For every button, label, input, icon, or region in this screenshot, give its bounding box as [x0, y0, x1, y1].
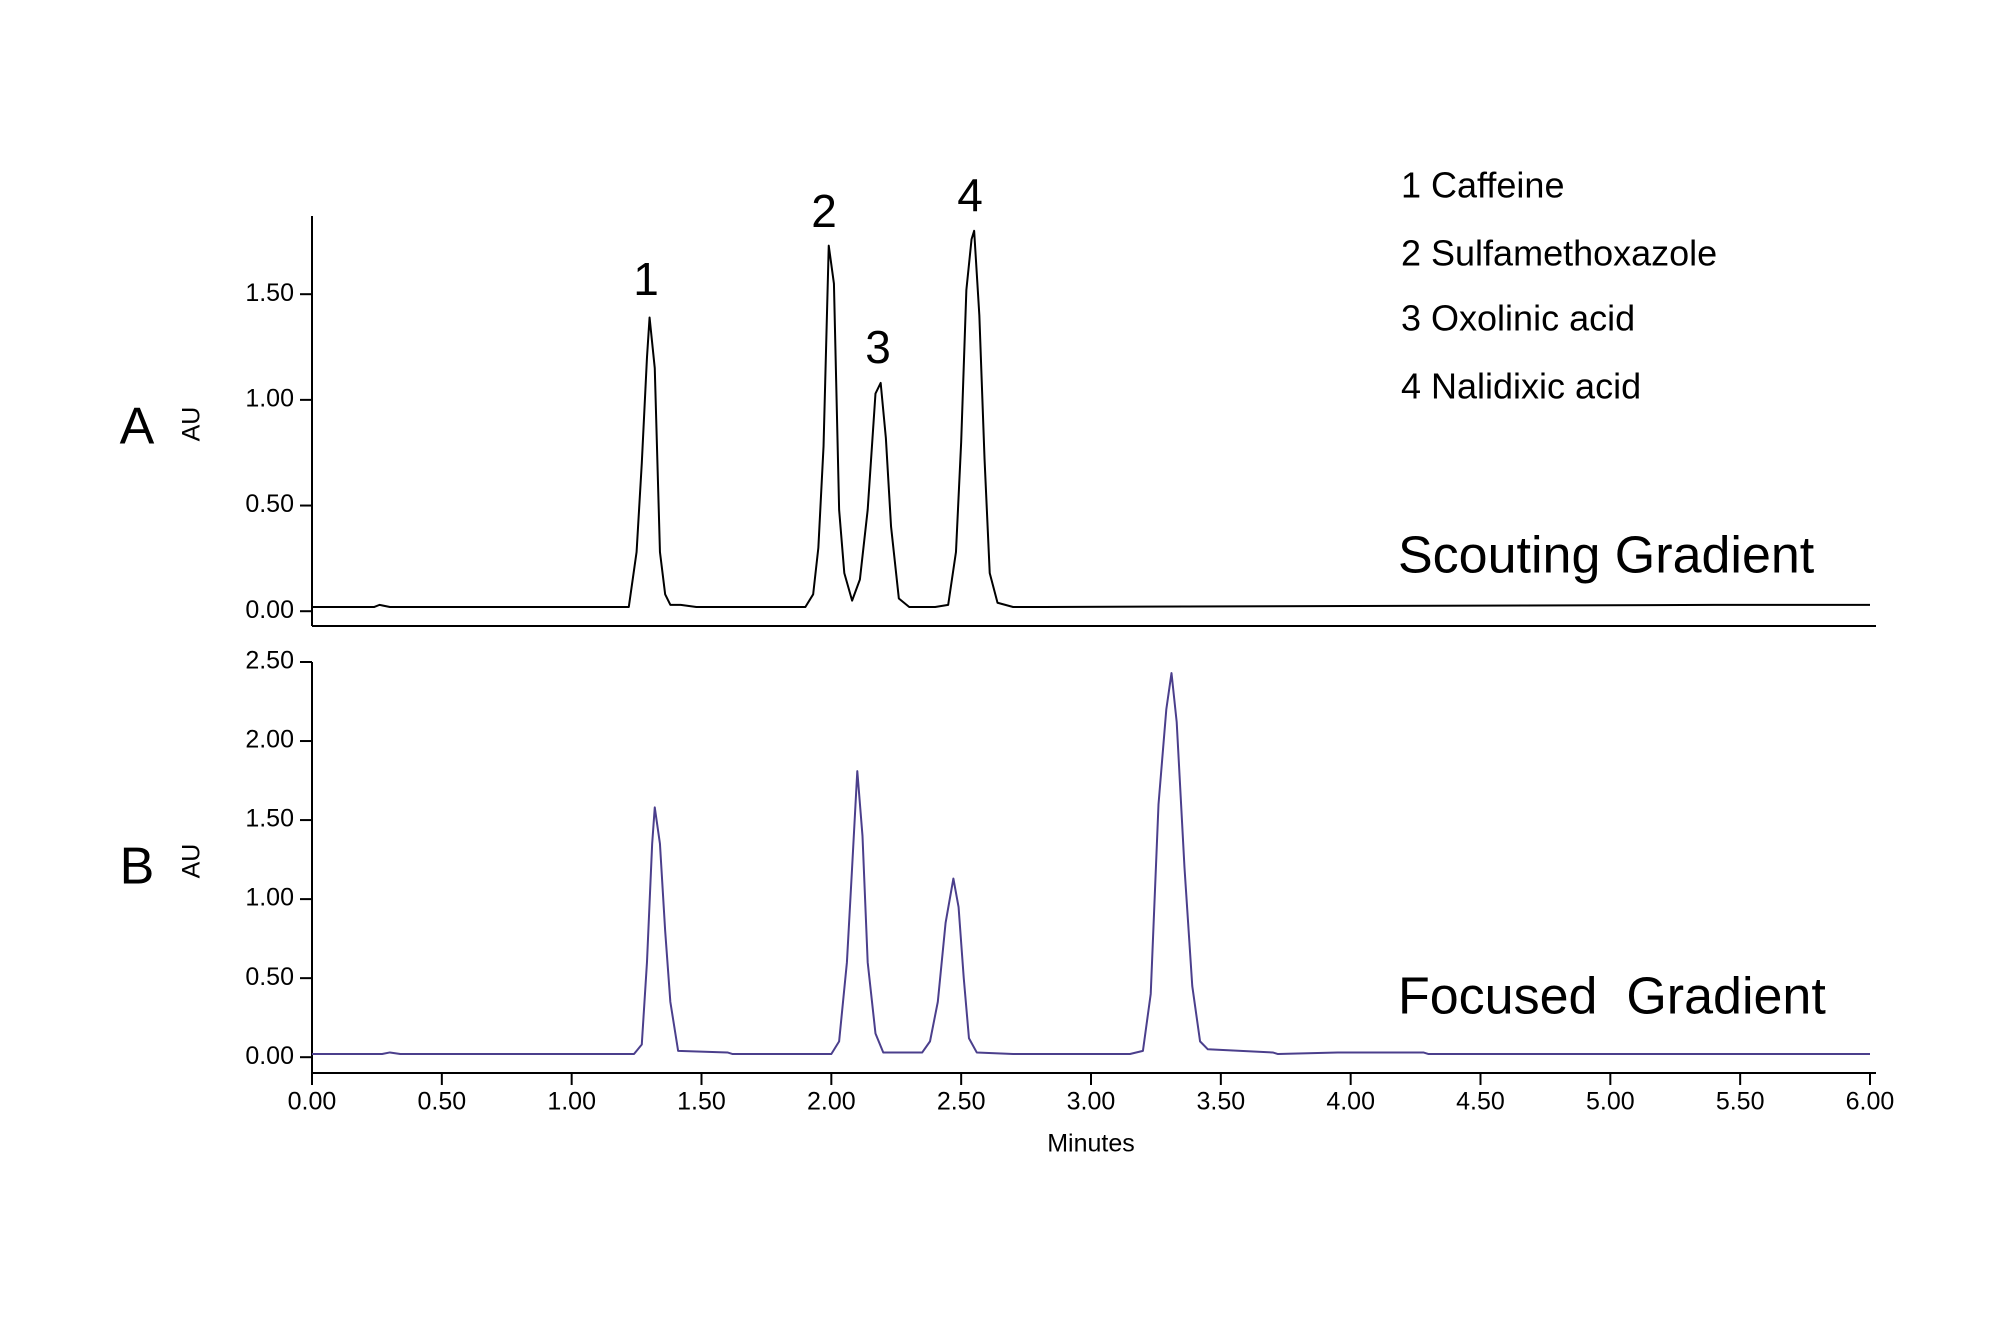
y-tick-label: 1.00 — [245, 884, 294, 912]
y-tick-label: 2.00 — [245, 726, 294, 754]
y-tick-label: 0.50 — [245, 963, 294, 991]
x-tick-label: 6.00 — [1846, 1088, 1895, 1116]
chromatogram-line — [312, 229, 1870, 608]
y-tick-label: 2.50 — [245, 647, 294, 675]
legend-entry: 3 Oxolinic acid — [1401, 298, 1635, 339]
x-axis-label: Minutes — [1047, 1130, 1135, 1158]
y-tick-label: 0.00 — [245, 1042, 294, 1070]
x-tick-label: 4.50 — [1456, 1088, 1505, 1116]
annotation: Focused Gradient — [1398, 968, 1826, 1026]
y-tick-label: 1.50 — [245, 805, 294, 833]
x-tick-label: 0.50 — [417, 1088, 466, 1116]
x-tick-label: 3.00 — [1067, 1088, 1116, 1116]
legend-entry: 1 Caffeine — [1401, 165, 1564, 206]
panel-label: B — [120, 838, 155, 896]
panel-label: A — [120, 398, 155, 456]
chromatogram-line — [312, 672, 1870, 1056]
y-tick-label: 1.00 — [245, 384, 294, 412]
x-tick-label: 5.50 — [1716, 1088, 1765, 1116]
y-tick-label: 0.00 — [245, 596, 294, 624]
legend-entry: 4 Nalidixic acid — [1401, 366, 1641, 407]
peak-label: 1 — [633, 253, 659, 305]
peak-label: 3 — [865, 321, 891, 373]
y-tick-label: 0.50 — [245, 490, 294, 518]
x-tick-label: 3.50 — [1196, 1088, 1245, 1116]
x-tick-label: 1.00 — [547, 1088, 596, 1116]
x-tick-label: 5.00 — [1586, 1088, 1635, 1116]
annotation: Scouting Gradient — [1398, 527, 1815, 585]
x-tick-label: 0.00 — [288, 1088, 337, 1116]
legend-entry: 2 Sulfamethoxazole — [1401, 233, 1717, 274]
y-axis-label: AU — [178, 844, 206, 879]
x-tick-label: 2.00 — [807, 1088, 856, 1116]
y-tick-label: 1.50 — [245, 279, 294, 307]
x-tick-label: 4.00 — [1326, 1088, 1375, 1116]
peak-label: 2 — [811, 185, 837, 237]
peak-label: 4 — [957, 169, 983, 221]
y-axis-label: AU — [178, 407, 206, 442]
x-tick-label: 2.50 — [937, 1088, 986, 1116]
x-tick-label: 1.50 — [677, 1088, 726, 1116]
